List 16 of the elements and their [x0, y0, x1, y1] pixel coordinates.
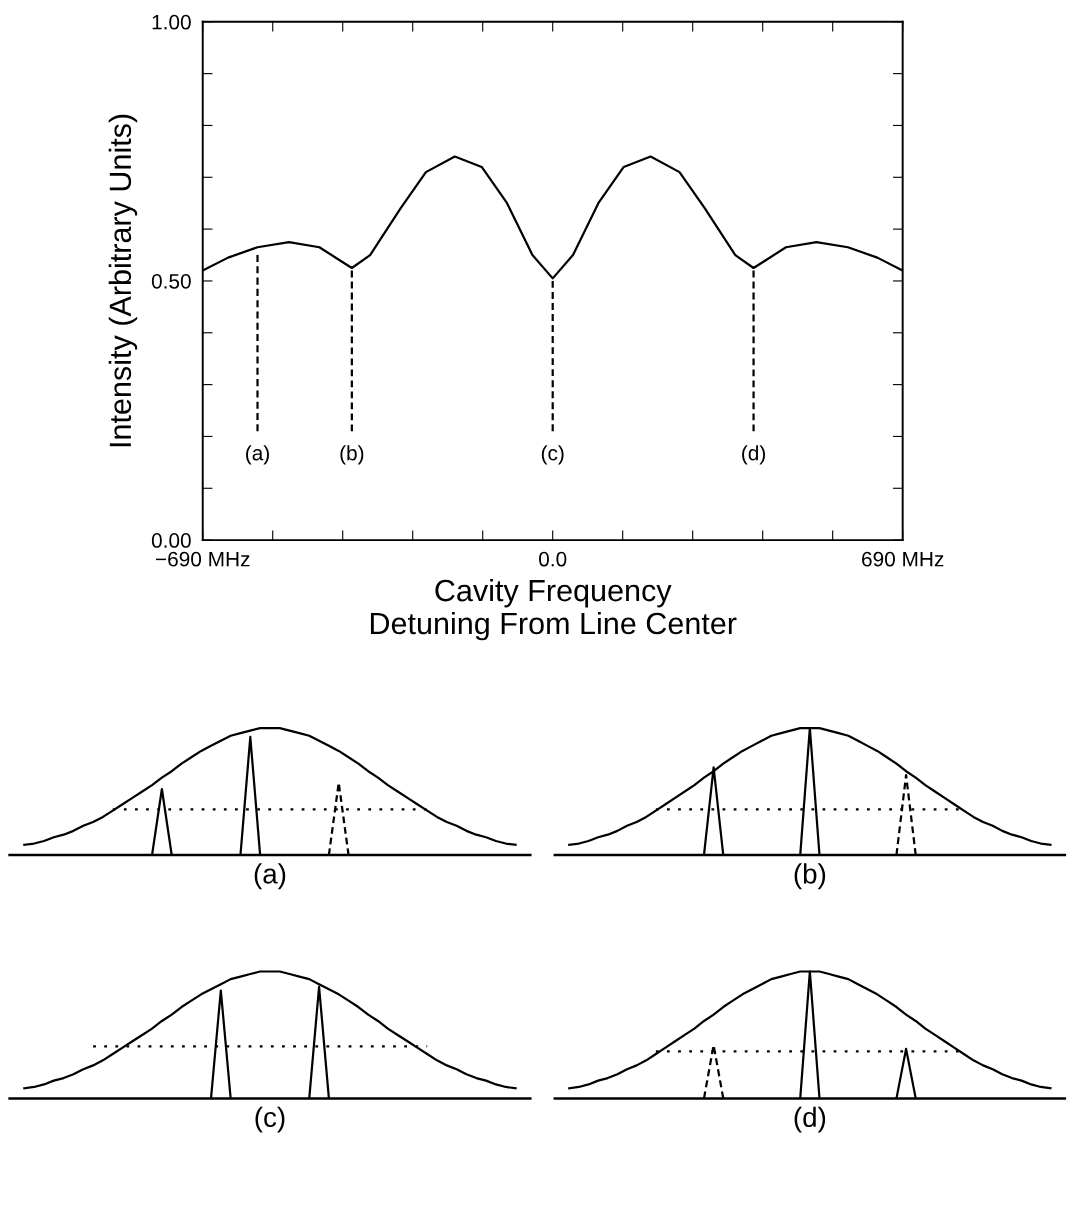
x-axis-title: Cavity Frequency Detuning From Line Center — [370, 578, 737, 641]
annotation: (c) — [541, 445, 564, 465]
x-axis-title: (d) — [794, 1106, 826, 1133]
x-tick-label: 0.0 — [539, 551, 567, 567]
y-tick-label: 0.50 — [151, 273, 191, 289]
annotation: (d) — [742, 445, 765, 465]
annotation: (a) — [246, 445, 269, 465]
x-tick-label: −690 MHz — [155, 551, 250, 567]
annotation: (b) — [340, 445, 364, 465]
y-tick-label: 0.00 — [151, 533, 191, 548]
x-axis-title: (b) — [794, 863, 826, 890]
y-axis-title: Intensity (Arbitrary Units) — [108, 114, 138, 447]
y-tick-label: 1.00 — [152, 14, 191, 30]
x-tick-label: 690 MHz — [862, 551, 944, 567]
x-axis-title: (c) — [255, 1106, 285, 1133]
x-axis-title: (a) — [254, 863, 286, 890]
